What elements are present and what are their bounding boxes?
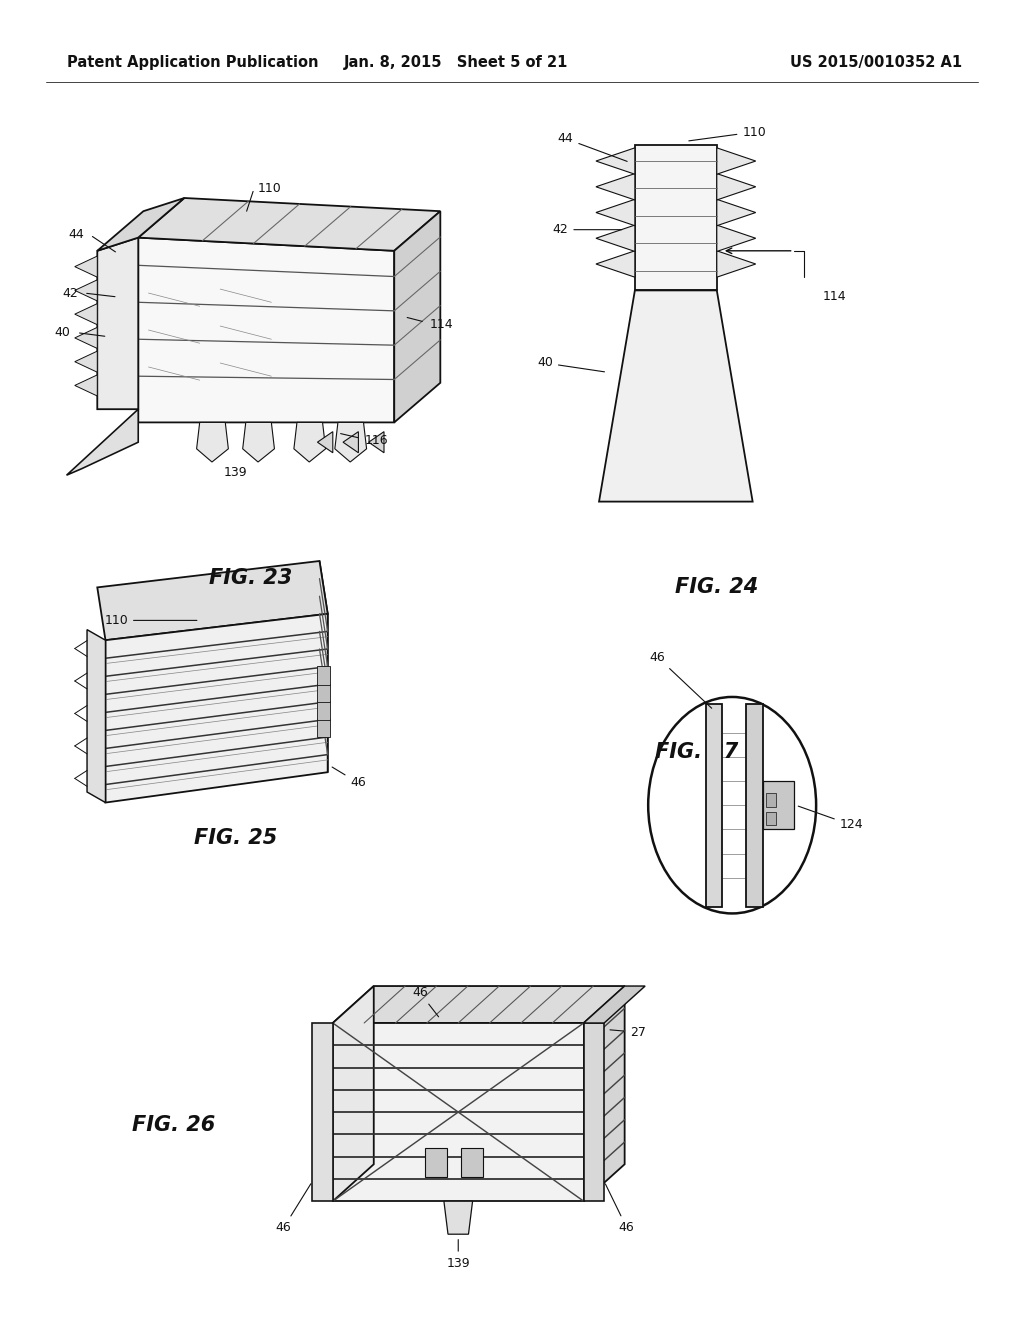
Polygon shape bbox=[105, 614, 328, 803]
Polygon shape bbox=[706, 704, 722, 907]
Polygon shape bbox=[343, 432, 358, 453]
Polygon shape bbox=[763, 781, 794, 829]
Polygon shape bbox=[138, 198, 440, 251]
Polygon shape bbox=[425, 1148, 447, 1177]
Text: 46: 46 bbox=[605, 1184, 635, 1234]
Text: 44: 44 bbox=[558, 132, 627, 161]
Polygon shape bbox=[584, 986, 625, 1201]
Polygon shape bbox=[635, 145, 717, 290]
Polygon shape bbox=[319, 561, 328, 772]
Text: FIG. 27: FIG. 27 bbox=[654, 742, 738, 763]
Polygon shape bbox=[766, 812, 776, 825]
Text: 124: 124 bbox=[799, 807, 863, 832]
Polygon shape bbox=[333, 1023, 584, 1201]
Polygon shape bbox=[584, 986, 645, 1023]
Polygon shape bbox=[75, 327, 97, 348]
Text: 110: 110 bbox=[258, 182, 282, 195]
Text: 46: 46 bbox=[275, 1184, 311, 1234]
Text: Patent Application Publication: Patent Application Publication bbox=[67, 54, 318, 70]
Polygon shape bbox=[294, 422, 326, 462]
Polygon shape bbox=[312, 1023, 333, 1201]
Polygon shape bbox=[317, 701, 330, 719]
Text: 42: 42 bbox=[62, 286, 78, 300]
Polygon shape bbox=[717, 148, 756, 174]
Text: 46: 46 bbox=[650, 651, 712, 709]
Polygon shape bbox=[67, 409, 138, 475]
Polygon shape bbox=[461, 1148, 483, 1177]
Polygon shape bbox=[599, 290, 753, 502]
Text: 110: 110 bbox=[689, 125, 766, 141]
Polygon shape bbox=[317, 432, 333, 453]
Polygon shape bbox=[335, 422, 367, 462]
Polygon shape bbox=[97, 198, 184, 251]
Text: 114: 114 bbox=[430, 318, 454, 331]
Polygon shape bbox=[596, 199, 635, 226]
Text: Jan. 8, 2015   Sheet 5 of 21: Jan. 8, 2015 Sheet 5 of 21 bbox=[343, 54, 568, 70]
Polygon shape bbox=[596, 173, 635, 199]
Polygon shape bbox=[717, 173, 756, 199]
Polygon shape bbox=[596, 224, 635, 251]
Polygon shape bbox=[97, 561, 328, 640]
Polygon shape bbox=[75, 351, 97, 372]
Text: 139: 139 bbox=[446, 1239, 470, 1270]
Polygon shape bbox=[717, 199, 756, 226]
Text: 46: 46 bbox=[332, 767, 366, 789]
Text: FIG. 24: FIG. 24 bbox=[675, 577, 759, 598]
Polygon shape bbox=[444, 1201, 473, 1234]
Polygon shape bbox=[746, 704, 763, 907]
Polygon shape bbox=[333, 986, 374, 1201]
Polygon shape bbox=[97, 238, 138, 409]
Text: 40: 40 bbox=[537, 356, 604, 372]
Polygon shape bbox=[87, 630, 105, 803]
Polygon shape bbox=[243, 422, 274, 462]
Polygon shape bbox=[596, 148, 635, 174]
Text: 110: 110 bbox=[104, 614, 197, 627]
Text: 27: 27 bbox=[610, 1026, 646, 1039]
Polygon shape bbox=[584, 1023, 604, 1201]
Polygon shape bbox=[717, 251, 756, 277]
Polygon shape bbox=[138, 238, 394, 422]
Text: 116: 116 bbox=[365, 434, 388, 447]
Text: 40: 40 bbox=[54, 326, 71, 339]
Polygon shape bbox=[766, 793, 776, 807]
Text: FIG. 23: FIG. 23 bbox=[209, 568, 293, 589]
Polygon shape bbox=[75, 375, 97, 396]
Polygon shape bbox=[317, 667, 330, 685]
Polygon shape bbox=[317, 719, 330, 738]
Polygon shape bbox=[717, 224, 756, 251]
Text: 46: 46 bbox=[412, 986, 438, 1016]
Polygon shape bbox=[369, 432, 384, 453]
Polygon shape bbox=[197, 422, 228, 462]
Polygon shape bbox=[75, 280, 97, 301]
Polygon shape bbox=[75, 304, 97, 325]
Polygon shape bbox=[596, 251, 635, 277]
Text: 44: 44 bbox=[69, 228, 84, 242]
Text: 139: 139 bbox=[223, 466, 248, 479]
Text: FIG. 26: FIG. 26 bbox=[132, 1114, 216, 1135]
Polygon shape bbox=[75, 256, 97, 277]
Text: 42: 42 bbox=[553, 223, 622, 236]
Text: 114: 114 bbox=[822, 290, 847, 304]
Text: FIG. 25: FIG. 25 bbox=[194, 828, 278, 849]
Polygon shape bbox=[317, 684, 330, 702]
Text: US 2015/0010352 A1: US 2015/0010352 A1 bbox=[791, 54, 963, 70]
Polygon shape bbox=[394, 211, 440, 422]
Polygon shape bbox=[333, 986, 625, 1023]
